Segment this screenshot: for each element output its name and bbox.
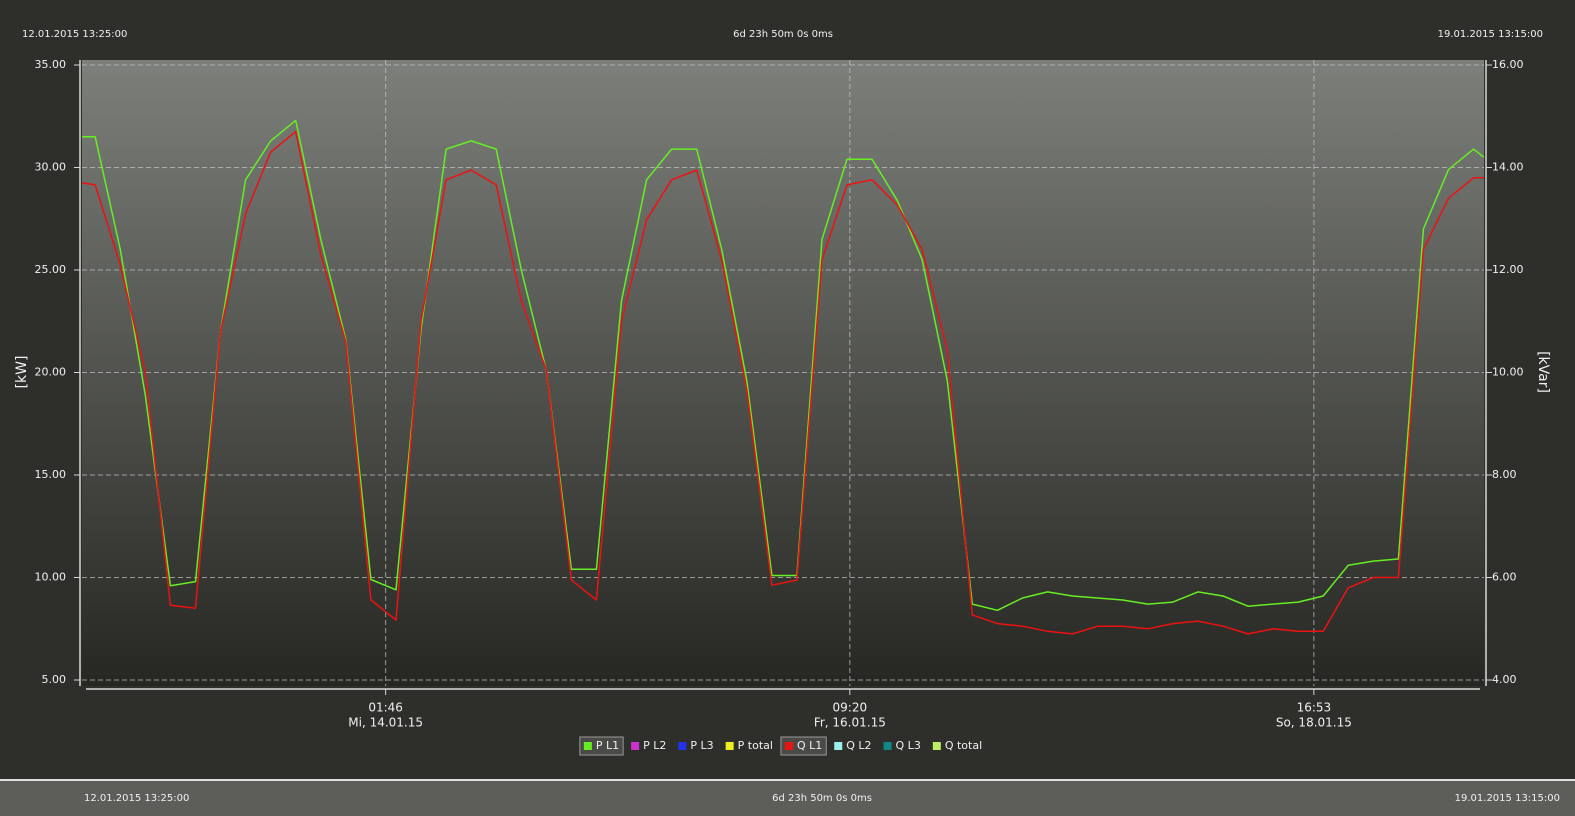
legend-swatch bbox=[834, 742, 843, 750]
legend-item[interactable]: Q L1 bbox=[780, 736, 827, 756]
legend-item[interactable]: P L2 bbox=[631, 739, 666, 752]
legend-label: P L2 bbox=[643, 739, 666, 752]
series-line bbox=[82, 119, 1485, 612]
legend-label: Q L3 bbox=[896, 739, 921, 752]
y-tick-label: 10.00 bbox=[35, 571, 67, 584]
footer-bar bbox=[0, 780, 1575, 816]
x-tick-label: 09:20 bbox=[833, 701, 868, 715]
y-tick-label: 30.00 bbox=[35, 161, 67, 174]
legend-swatch bbox=[631, 742, 640, 750]
x-tick-label: Fr, 16.01.15 bbox=[814, 716, 886, 730]
legend-label: P total bbox=[738, 739, 773, 752]
y2-axis-label: [kVar] bbox=[1535, 351, 1551, 393]
legend-swatch bbox=[583, 742, 592, 750]
y-tick-label: 20.00 bbox=[35, 366, 67, 379]
legend-swatch bbox=[725, 742, 734, 750]
legend-label: P L3 bbox=[690, 739, 713, 752]
legend-item[interactable]: P L3 bbox=[678, 739, 714, 752]
legend-label: Q total bbox=[945, 739, 982, 752]
y2-tick-label: 8.00 bbox=[1492, 468, 1517, 481]
range-span: 6d 23h 50m 0s 0ms bbox=[733, 29, 833, 40]
legend-label: P L1 bbox=[596, 739, 619, 752]
y2-tick-label: 12.00 bbox=[1492, 263, 1524, 276]
x-tick-label: So, 18.01.15 bbox=[1276, 716, 1352, 730]
x-tick-label: 16:53 bbox=[1297, 701, 1332, 715]
x-tick-label: 01:46 bbox=[368, 701, 403, 715]
legend-swatch bbox=[932, 742, 941, 750]
range-start: 12.01.2015 13:25:00 bbox=[22, 29, 127, 40]
legend-label: Q L1 bbox=[797, 739, 822, 752]
footer-span: 6d 23h 50m 0s 0ms bbox=[772, 793, 872, 804]
x-tick-label: Mi, 14.01.15 bbox=[348, 716, 423, 730]
legend-item[interactable]: Q L2 bbox=[834, 739, 872, 752]
y-tick-label: 25.00 bbox=[35, 263, 67, 276]
y-axis-label: [kW] bbox=[14, 356, 30, 389]
legend-item[interactable]: Q total bbox=[932, 739, 982, 752]
y2-tick-label: 14.00 bbox=[1492, 161, 1524, 174]
legend-swatch bbox=[883, 742, 892, 750]
footer-end: 19.01.2015 13:15:00 bbox=[1455, 793, 1560, 804]
series-line bbox=[81, 130, 1484, 635]
y2-tick-label: 16.00 bbox=[1492, 58, 1524, 71]
legend-swatch bbox=[678, 742, 687, 750]
legend-label: Q L2 bbox=[846, 739, 871, 752]
legend-frame bbox=[579, 736, 624, 756]
y-tick-label: 35.00 bbox=[35, 58, 67, 71]
y2-tick-label: 6.00 bbox=[1492, 571, 1517, 584]
y-tick-label: 5.00 bbox=[42, 673, 67, 686]
legend-item[interactable]: Q L3 bbox=[883, 739, 921, 752]
legend-item[interactable]: P total bbox=[725, 739, 773, 752]
footer-start: 12.01.2015 13:25:00 bbox=[84, 793, 189, 804]
y-tick-label: 15.00 bbox=[35, 468, 67, 481]
legend-item[interactable]: P L1 bbox=[579, 736, 624, 756]
range-end: 19.01.2015 13:15:00 bbox=[1438, 29, 1543, 40]
y2-tick-label: 10.00 bbox=[1492, 366, 1524, 379]
legend-frame bbox=[780, 736, 827, 756]
y2-tick-label: 4.00 bbox=[1492, 673, 1517, 686]
legend-swatch bbox=[784, 742, 793, 750]
